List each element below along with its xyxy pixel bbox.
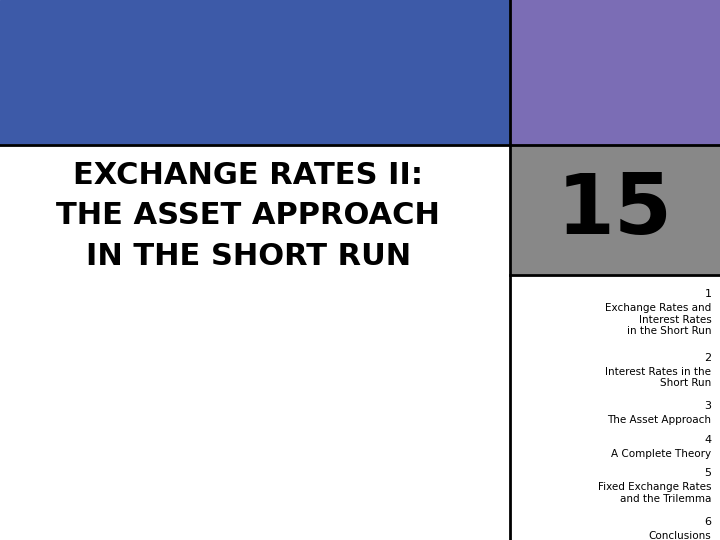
Text: A Complete Theory: A Complete Theory — [611, 449, 711, 459]
Text: 2: 2 — [704, 353, 711, 363]
Text: EXCHANGE RATES II:
THE ASSET APPROACH
IN THE SHORT RUN: EXCHANGE RATES II: THE ASSET APPROACH IN… — [56, 161, 441, 271]
Bar — [510, 275, 720, 540]
Bar — [510, 145, 720, 275]
Bar — [510, 0, 720, 145]
Text: 6: 6 — [704, 517, 711, 527]
Text: Interest Rates in the
Short Run: Interest Rates in the Short Run — [606, 367, 711, 388]
Text: 1: 1 — [704, 289, 711, 299]
Text: 15: 15 — [557, 170, 673, 251]
Text: Exchange Rates and
Interest Rates
in the Short Run: Exchange Rates and Interest Rates in the… — [605, 303, 711, 336]
Text: The Asset Approach: The Asset Approach — [608, 415, 711, 426]
Text: 4: 4 — [704, 435, 711, 445]
Bar — [0, 145, 510, 540]
Text: 3: 3 — [704, 401, 711, 411]
Text: Fixed Exchange Rates
and the Trilemma: Fixed Exchange Rates and the Trilemma — [598, 482, 711, 504]
Text: Conclusions: Conclusions — [649, 531, 711, 540]
Text: 5: 5 — [704, 468, 711, 478]
Bar — [0, 0, 510, 145]
